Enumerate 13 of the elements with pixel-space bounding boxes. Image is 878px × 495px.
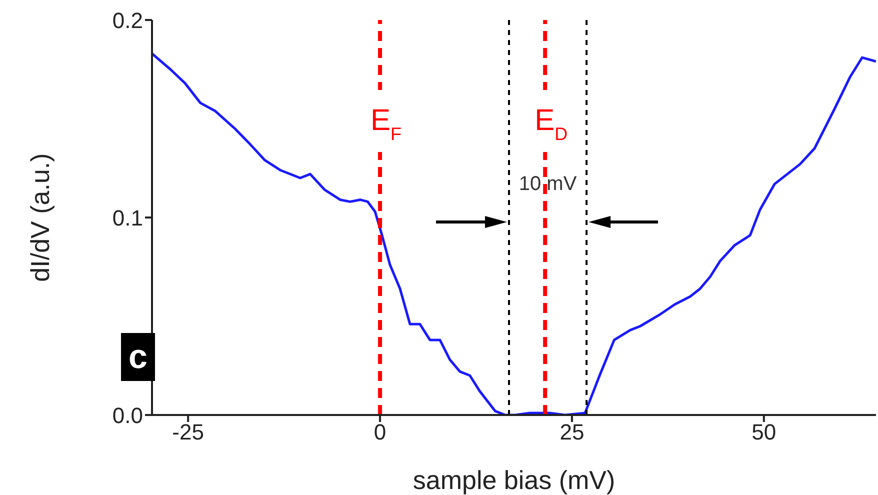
text: c (121, 333, 155, 381)
x-tick-label: 50 (752, 420, 776, 445)
ref-line-label: E$_{D}$ (534, 104, 568, 144)
x-tick-label: -25 (172, 420, 204, 445)
x-tick-label: 25 (560, 420, 584, 445)
x-tick-label: 0 (374, 420, 386, 445)
y-axis-title: dI/dV (a.u.) (25, 153, 56, 282)
ref-line-label: E$_{F}$ (370, 104, 402, 144)
y-tick-label: 0.1 (112, 205, 143, 230)
y-tick-label: 0.0 (112, 402, 143, 428)
y-tick-label: 0.2 (112, 8, 143, 33)
annotation: 10 mV (518, 173, 578, 196)
x-axis-title: sample bias (mV) (412, 465, 616, 495)
